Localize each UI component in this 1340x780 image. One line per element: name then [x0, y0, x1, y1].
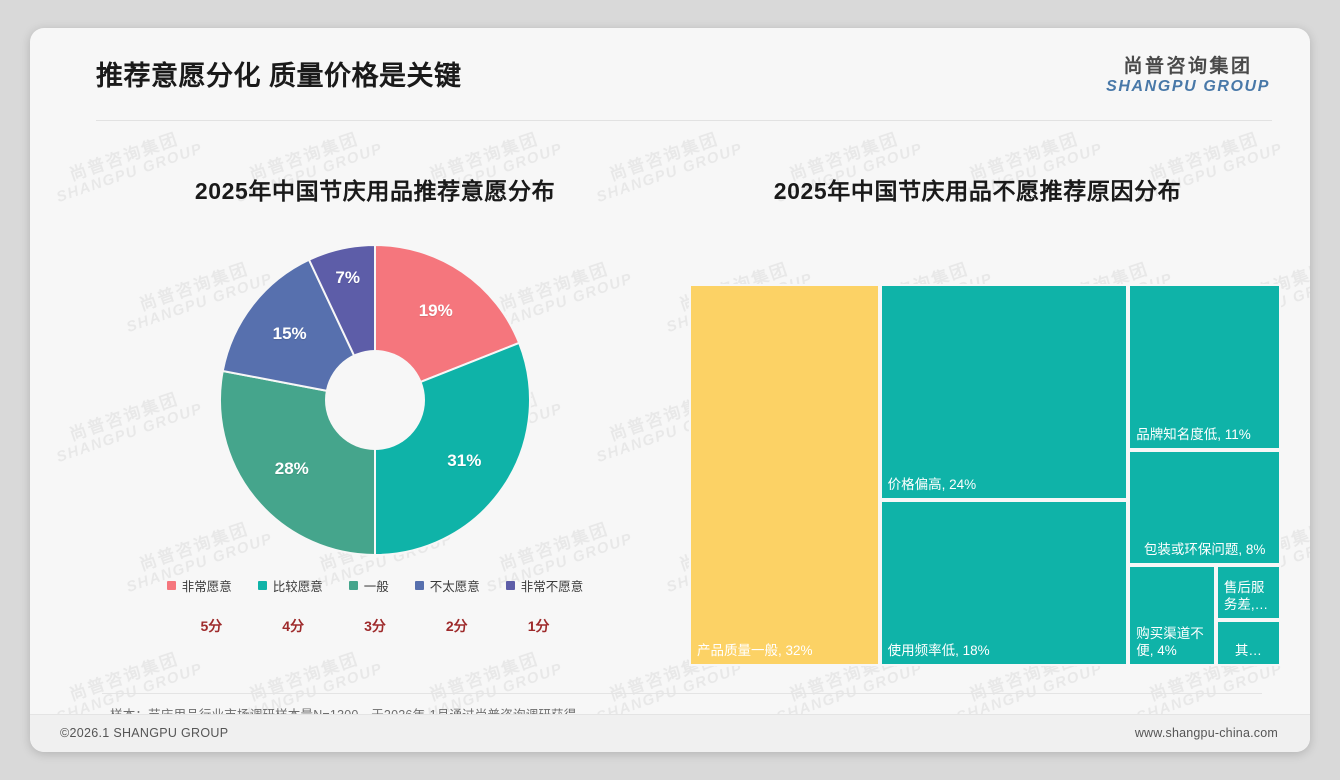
legend-swatch	[257, 581, 267, 590]
donut-slice-label: 28%	[274, 458, 309, 478]
donut-chart-panel: 2025年中国节庆用品推荐意愿分布 19% 31% 28% 15% 7% 非常愿意 比较愿…	[90, 128, 660, 688]
treemap-cell[interactable]: 售后服务差,…	[1215, 564, 1281, 621]
legend-item[interactable]: 不太愿意	[414, 576, 480, 595]
logo-english-text: SHANGPU GROUP	[1106, 77, 1270, 95]
legend-swatch	[414, 581, 424, 590]
legend-item[interactable]: 非常愿意	[166, 576, 232, 595]
legend-label: 比较愿意	[272, 580, 323, 594]
legend-item[interactable]: 非常不愿意	[505, 576, 584, 595]
legend-swatch	[348, 581, 358, 590]
donut-legend: 非常愿意 比较愿意 一般 不太愿意 非常不愿意	[90, 576, 660, 595]
slide-card: 尚普咨询集团 SHANGPU GROUP 尚普咨询集团 SHANGPU GROUP 尚普…	[30, 28, 1310, 752]
donut-slice-label: 15%	[272, 323, 307, 343]
treemap-cell-label: 包装或环保问题, 8%	[1143, 541, 1266, 557]
treemap-cell[interactable]: 购买渠道不便, 4%	[1128, 564, 1216, 666]
legend-label: 非常愿意	[181, 580, 232, 594]
donut-chart-title: 2025年中国节庆用品推荐意愿分布	[194, 178, 556, 204]
treemap-chart-title: 2025年中国节庆用品不愿推荐原因分布	[773, 178, 1182, 204]
treemap-cell[interactable]: 使用频率低, 18%	[879, 499, 1129, 666]
legend-label: 非常不愿意	[520, 580, 584, 594]
treemap-cell-label: 品牌知名度低, 11%	[1136, 427, 1251, 443]
score-label: 2分	[445, 618, 468, 634]
slide-footer: ©2026.1 SHANGPU GROUP www.shangpu-china.…	[30, 714, 1310, 752]
treemap-cell[interactable]: 其…	[1215, 620, 1281, 666]
donut-slice-label: 19%	[418, 300, 453, 320]
treemap-cell-label: 使用频率低, 18%	[887, 643, 990, 659]
legend-swatch	[505, 581, 515, 590]
score-label: 1分	[527, 618, 550, 634]
charts-area: 2025年中国节庆用品推荐意愿分布 19% 31% 28% 15% 7% 非常愿意 比较愿…	[30, 128, 1310, 688]
treemap-chart: 产品质量一般, 32% 价格偏高, 24% 使用频率低, 18% 品牌知名度低, 11…	[689, 284, 1281, 666]
footnote-divider	[102, 693, 1262, 694]
treemap-cell[interactable]: 产品质量一般, 32%	[689, 284, 880, 666]
treemap-cell[interactable]: 品牌知名度低, 11%	[1128, 284, 1281, 451]
donut-slice[interactable]	[221, 258, 377, 402]
donut-hole	[325, 350, 425, 450]
page-title: 推荐意愿分化 质量价格是关键	[96, 61, 462, 91]
legend-swatch	[166, 581, 176, 590]
treemap-cell[interactable]: 包装或环保问题, 8%	[1128, 450, 1281, 565]
footer-website: www.shangpu-china.com	[1134, 726, 1278, 740]
donut-slice-label: 31%	[447, 450, 482, 470]
donut-chart: 19% 31% 28% 15% 7%	[215, 240, 535, 560]
treemap-cell-label: 产品质量一般, 32%	[697, 643, 813, 659]
treemap-cell-label: 其…	[1234, 643, 1262, 659]
score-label: 3分	[364, 618, 386, 634]
treemap-cell-label: 价格偏高, 24%	[887, 476, 977, 492]
legend-item[interactable]: 一般	[348, 576, 389, 595]
legend-item[interactable]: 比较愿意	[257, 576, 323, 595]
brand-logo: 尚普咨询集团 SHANGPU GROUP	[1106, 56, 1270, 96]
logo-chinese-text: 尚普咨询集团	[1123, 56, 1253, 77]
donut-chart-svg	[219, 243, 531, 557]
legend-label: 一般	[363, 580, 389, 594]
legend-label: 不太愿意	[429, 580, 480, 594]
treemap-chart-panel: 2025年中国节庆用品不愿推荐原因分布 产品质量一般, 32% 价格偏高, 24%…	[675, 128, 1281, 688]
slide-header: 推荐意愿分化 质量价格是关键 尚普咨询集团 SHANGPU GROUP	[30, 28, 1310, 121]
treemap-cell-label: 售后服务差,…	[1223, 580, 1269, 613]
score-labels-row: 5分 4分 3分 2分 1分	[90, 616, 660, 636]
header-divider	[96, 120, 1272, 121]
donut-slice[interactable]	[374, 243, 521, 402]
treemap-cell-label: 购买渠道不便, 4%	[1136, 626, 1204, 659]
score-label: 4分	[282, 618, 305, 634]
footer-copyright: ©2026.1 SHANGPU GROUP	[60, 726, 229, 740]
donut-slice-label: 7%	[335, 268, 361, 287]
score-label: 5分	[200, 618, 223, 634]
treemap-cell[interactable]: 价格偏高, 24%	[879, 284, 1129, 500]
